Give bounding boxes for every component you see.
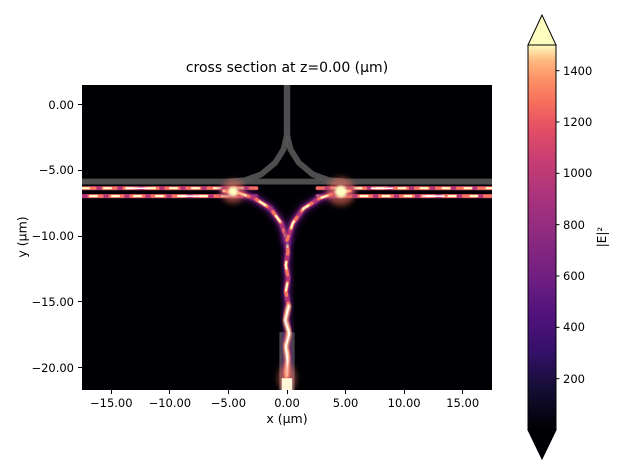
x-tick-label: 5.00 (332, 396, 359, 410)
field-trunk-hotspot (284, 305, 291, 377)
y-tick-mark (78, 235, 82, 237)
colorbar-tick-label: 800 (563, 217, 585, 232)
x-tick-mark (345, 390, 347, 394)
y-tick-label: −20.00 (31, 360, 74, 375)
colorbar-ticks: 200 400 600 800 1000 1200 1400 (563, 14, 607, 460)
x-tick-mark (227, 390, 229, 394)
y-tick-label: 0.00 (48, 97, 74, 112)
field-spot-junction-left (228, 186, 239, 197)
colorbar-tick-label: 1200 (563, 115, 593, 129)
x-axis-ticks: −15.00 −10.00 −5.00 0.00 5.00 10.00 15.00 (82, 390, 492, 416)
x-tick-label: 0.00 (274, 396, 300, 410)
field-branch-right (285, 189, 352, 242)
colorbar-tick-label: 400 (563, 320, 585, 335)
colorbar-tick-label: 1400 (563, 63, 593, 78)
colorbar-extend-max (527, 14, 557, 46)
y-tick-mark (78, 301, 82, 303)
x-tick-label: 10.00 (387, 396, 421, 410)
colorbar-tick-label: 600 (563, 269, 585, 283)
colorbar-tick-label: 1000 (563, 166, 593, 181)
plot-title: cross section at z=0.00 (μm) (185, 60, 389, 76)
y-axis-ticks: 0.00 −5.00 −10.00 −15.00 −20.00 (0, 85, 82, 390)
colorbar-tick-label: 200 (563, 371, 585, 386)
field-branch-left (222, 189, 289, 242)
x-tick-label: −5.00 (210, 396, 247, 410)
y-tick-mark (78, 169, 82, 171)
x-tick-label: −10.00 (148, 396, 192, 410)
y-tick-label: −10.00 (31, 229, 74, 244)
source-marker (281, 378, 293, 390)
x-tick-mark (286, 390, 288, 394)
x-axis-label: x (μm) (266, 411, 308, 426)
x-tick-mark (110, 390, 112, 394)
x-tick-label: 15.00 (446, 396, 480, 410)
y-tick-mark (78, 367, 82, 369)
x-tick-mark (462, 390, 464, 394)
x-tick-mark (403, 390, 405, 394)
y-tick-label: −5.00 (38, 163, 74, 178)
colorbar (527, 14, 560, 460)
y-tick-mark (78, 104, 82, 106)
colorbar-gradient (527, 44, 557, 431)
x-tick-label: −15.00 (90, 396, 133, 410)
y-tick-label: −15.00 (31, 294, 74, 309)
field-spot-junction-right (335, 185, 347, 198)
colorbar-extend-min (527, 429, 557, 460)
heatmap-plot (82, 85, 492, 390)
x-tick-mark (169, 390, 171, 394)
colorbar-label: |E|² (595, 226, 609, 248)
